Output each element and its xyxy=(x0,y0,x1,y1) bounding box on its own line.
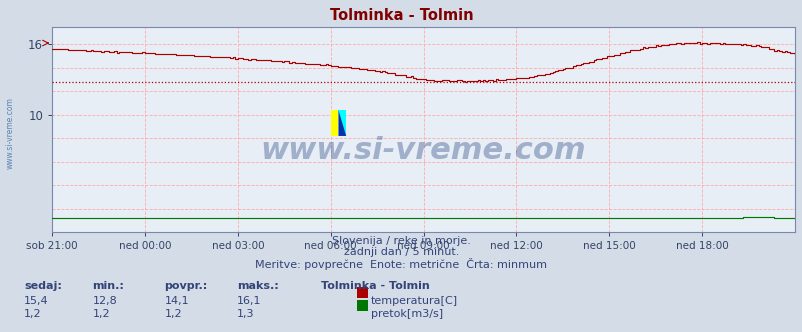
Text: 16,1: 16,1 xyxy=(237,296,261,306)
Text: povpr.:: povpr.: xyxy=(164,281,208,290)
Text: maks.:: maks.: xyxy=(237,281,278,290)
Text: Tolminka - Tolmin: Tolminka - Tolmin xyxy=(330,8,472,23)
Text: www.si-vreme.com: www.si-vreme.com xyxy=(261,135,585,165)
Polygon shape xyxy=(338,110,346,136)
Text: 1,2: 1,2 xyxy=(24,309,42,319)
Polygon shape xyxy=(338,110,346,136)
Text: Meritve: povprečne  Enote: metrične  Črta: minmum: Meritve: povprečne Enote: metrične Črta:… xyxy=(255,258,547,270)
Bar xyxy=(330,110,338,136)
Text: pretok[m3/s]: pretok[m3/s] xyxy=(371,309,443,319)
Text: 12,8: 12,8 xyxy=(92,296,117,306)
Text: www.si-vreme.com: www.si-vreme.com xyxy=(6,97,14,169)
Text: sedaj:: sedaj: xyxy=(24,281,62,290)
Text: 1,2: 1,2 xyxy=(92,309,110,319)
Text: Tolminka - Tolmin: Tolminka - Tolmin xyxy=(321,281,429,290)
Text: 15,4: 15,4 xyxy=(24,296,49,306)
Text: 14,1: 14,1 xyxy=(164,296,189,306)
Text: 1,3: 1,3 xyxy=(237,309,254,319)
Text: zadnji dan / 5 minut.: zadnji dan / 5 minut. xyxy=(343,247,459,257)
Text: min.:: min.: xyxy=(92,281,124,290)
Text: temperatura[C]: temperatura[C] xyxy=(371,296,457,306)
Text: Slovenija / reke in morje.: Slovenija / reke in morje. xyxy=(332,236,470,246)
Text: 1,2: 1,2 xyxy=(164,309,182,319)
